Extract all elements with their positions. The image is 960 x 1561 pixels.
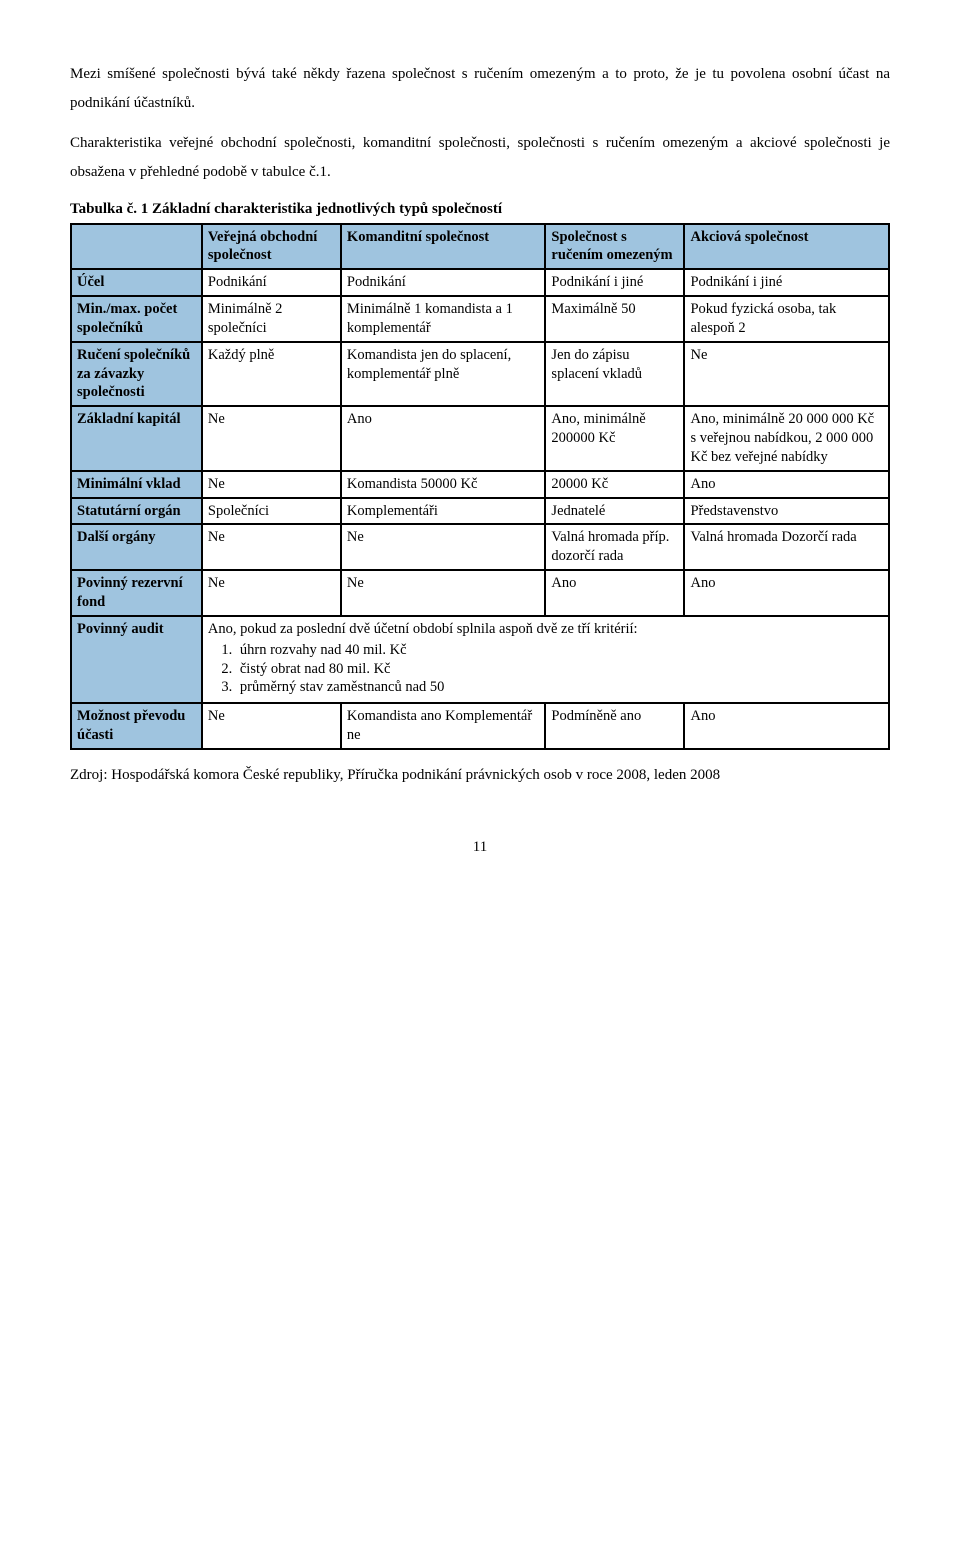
table-row: Účel Podnikání Podnikání Podnikání i jin… [71, 269, 889, 296]
cell: Ano [684, 471, 889, 498]
cell: Pokud fyzická osoba, tak alespoň 2 [684, 296, 889, 342]
cell: Podnikání i jiné [684, 269, 889, 296]
cell: Ano, minimálně 20 000 000 Kč s veřejnou … [684, 406, 889, 471]
cell: Podmíněně ano [545, 703, 684, 749]
cell: Ne [202, 406, 341, 471]
cell: Představenstvo [684, 498, 889, 525]
cell: Komandista ano Komplementář ne [341, 703, 546, 749]
cell: Společníci [202, 498, 341, 525]
page-number: 11 [70, 836, 890, 859]
header-as: Akciová společnost [684, 224, 889, 270]
cell: Komandista 50000 Kč [341, 471, 546, 498]
cell: Ne [341, 524, 546, 570]
cell: Valná hromada příp. dozorčí rada [545, 524, 684, 570]
table-header-row: Veřejná obchodní společnost Komanditní s… [71, 224, 889, 270]
row-label: Povinný audit [71, 616, 202, 703]
audit-cell: Ano, pokud za poslední dvě účetní období… [202, 616, 889, 703]
header-sro: Společnost s ručením omezeným [545, 224, 684, 270]
audit-criterion: průměrný stav zaměstnanců nad 50 [236, 678, 883, 697]
cell: Ne [202, 703, 341, 749]
cell: 20000 Kč [545, 471, 684, 498]
table-row: Další orgány Ne Ne Valná hromada příp. d… [71, 524, 889, 570]
table-row: Základní kapitál Ne Ano Ano, minimálně 2… [71, 406, 889, 471]
row-label: Ručení společníků za závazky společnosti [71, 342, 202, 407]
row-label: Další orgány [71, 524, 202, 570]
cell: Ne [341, 570, 546, 616]
table-row: Statutární orgán Společníci Komplementář… [71, 498, 889, 525]
cell: Jen do zápisu splacení vkladů [545, 342, 684, 407]
row-label: Povinný rezervní fond [71, 570, 202, 616]
cell: Komandista jen do splacení, komplementář… [341, 342, 546, 407]
intro-paragraph-2: Charakteristika veřejné obchodní společn… [70, 129, 890, 186]
cell: Ano [341, 406, 546, 471]
cell: Minimálně 1 komandista a 1 komplementář [341, 296, 546, 342]
row-label: Základní kapitál [71, 406, 202, 471]
cell: Ano, minimálně 200000 Kč [545, 406, 684, 471]
table-row: Povinný rezervní fond Ne Ne Ano Ano [71, 570, 889, 616]
cell: Ano [545, 570, 684, 616]
header-vos: Veřejná obchodní společnost [202, 224, 341, 270]
table-row: Minimální vklad Ne Komandista 50000 Kč 2… [71, 471, 889, 498]
row-label: Možnost převodu účasti [71, 703, 202, 749]
row-label: Minimální vklad [71, 471, 202, 498]
cell: Valná hromada Dozorčí rada [684, 524, 889, 570]
company-types-table: Veřejná obchodní společnost Komanditní s… [70, 223, 890, 750]
cell: Ne [202, 524, 341, 570]
cell: Ano [684, 703, 889, 749]
header-ks: Komanditní společnost [341, 224, 546, 270]
cell: Podnikání [202, 269, 341, 296]
table-row: Ručení společníků za závazky společnosti… [71, 342, 889, 407]
cell: Ne [202, 570, 341, 616]
table-source: Zdroj: Hospodářská komora České republik… [70, 764, 890, 787]
cell: Ne [202, 471, 341, 498]
table-row-audit: Povinný audit Ano, pokud za poslední dvě… [71, 616, 889, 703]
intro-paragraph-1: Mezi smíšené společnosti bývá také někdy… [70, 60, 890, 117]
audit-criterion: úhrn rozvahy nad 40 mil. Kč [236, 641, 883, 660]
cell: Podnikání [341, 269, 546, 296]
audit-lead: Ano, pokud za poslední dvě účetní období… [208, 621, 638, 637]
row-label: Min./max. počet společníků [71, 296, 202, 342]
cell: Komplementáři [341, 498, 546, 525]
table-row: Min./max. počet společníků Minimálně 2 s… [71, 296, 889, 342]
table-caption: Tabulka č. 1 Základní charakteristika je… [70, 198, 890, 221]
cell: Minimálně 2 společníci [202, 296, 341, 342]
cell: Jednatelé [545, 498, 684, 525]
row-label: Účel [71, 269, 202, 296]
audit-criterion: čistý obrat nad 80 mil. Kč [236, 660, 883, 679]
cell: Ne [684, 342, 889, 407]
table-row: Možnost převodu účasti Ne Komandista ano… [71, 703, 889, 749]
cell: Maximálně 50 [545, 296, 684, 342]
cell: Ano [684, 570, 889, 616]
cell: Každý plně [202, 342, 341, 407]
header-blank [71, 224, 202, 270]
row-label: Statutární orgán [71, 498, 202, 525]
cell: Podnikání i jiné [545, 269, 684, 296]
